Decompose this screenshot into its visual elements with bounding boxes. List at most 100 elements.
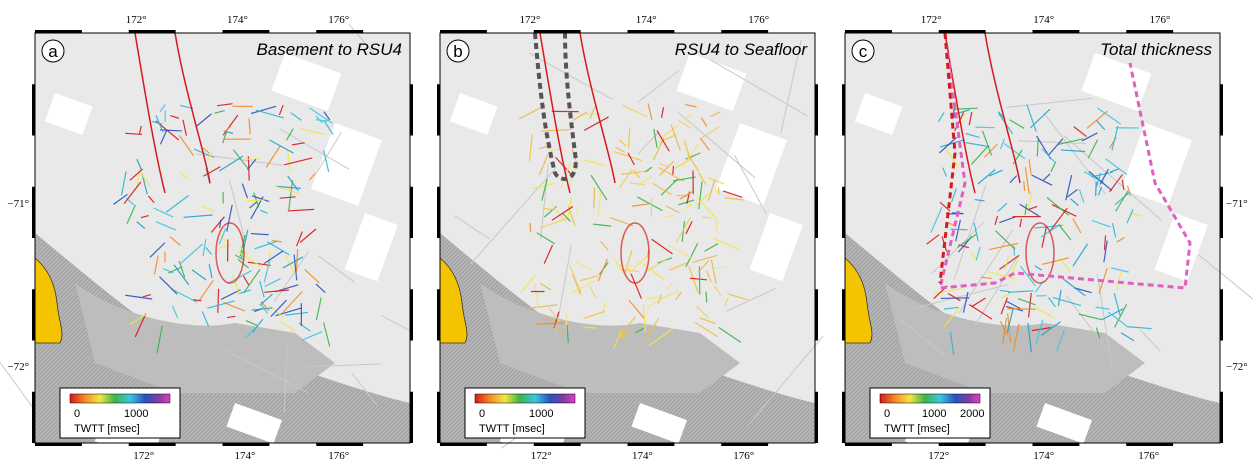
thickness-contour [583, 327, 596, 328]
colorbar: 0 1000 2000 TWTT [msec] [870, 388, 990, 438]
longitude-label: 174° [636, 14, 657, 26]
colorbar-label: TWTT [msec] [479, 423, 545, 435]
latitude-label: −71° [7, 198, 29, 210]
longitude-label: 176° [1150, 14, 1171, 26]
thickness-contour [975, 127, 994, 128]
frame-tick [815, 392, 818, 443]
frame-tick [815, 84, 818, 135]
thickness-contour [1007, 309, 1035, 310]
frame-tick [534, 443, 581, 446]
frame-tick [437, 84, 440, 135]
frame-tick [842, 84, 845, 135]
frame-tick [316, 30, 363, 33]
latitude-label: −71° [1226, 198, 1248, 210]
frame-tick [440, 443, 487, 446]
frame-tick [129, 443, 176, 446]
longitude-label: 172° [133, 450, 154, 462]
panel-letter: a [48, 42, 58, 61]
frame-tick [845, 30, 892, 33]
frame-tick [410, 392, 413, 443]
longitude-label: 174° [632, 450, 653, 462]
frame-tick [1126, 443, 1173, 446]
longitude-label: 172° [921, 14, 942, 26]
frame-tick [842, 392, 845, 443]
frame-tick [842, 289, 845, 340]
thickness-contour [530, 223, 531, 232]
frame-tick [1126, 30, 1173, 33]
thickness-contour [1096, 182, 1097, 196]
thickness-contour [594, 188, 595, 209]
frame-tick [32, 289, 35, 340]
panel-letter: c [859, 42, 868, 61]
frame-tick [223, 443, 270, 446]
colorbar-tick-label: 2000 [960, 408, 984, 420]
longitude-label: 176° [748, 14, 769, 26]
colorbar-tick-label: 0 [74, 408, 80, 420]
frame-tick [939, 30, 986, 33]
frame-tick [845, 443, 892, 446]
longitude-label: 172° [520, 14, 541, 26]
map-panel: c Total thickness 172° 174° 176° 172° 174° 176°… [842, 14, 1253, 462]
frame-tick [32, 84, 35, 135]
longitude-label: 174° [1033, 450, 1054, 462]
frame-tick [534, 30, 581, 33]
colorbar-tick-label: 0 [884, 408, 890, 420]
frame-tick [628, 30, 675, 33]
frame-tick [1033, 30, 1080, 33]
frame-tick [223, 30, 270, 33]
frame-tick [842, 187, 845, 238]
frame-tick [815, 187, 818, 238]
thickness-contour [1024, 181, 1025, 191]
colorbar-label: TWTT [msec] [74, 423, 140, 435]
thickness-contour [716, 221, 717, 230]
frame-tick [35, 30, 82, 33]
colorbar-tick-label: 1000 [529, 408, 553, 420]
frame-tick [440, 30, 487, 33]
latitude-label: −72° [7, 361, 29, 373]
longitude-label: 172° [126, 14, 147, 26]
frame-tick [628, 443, 675, 446]
longitude-label: 176° [733, 450, 754, 462]
colorbar: 0 1000 TWTT [msec] [465, 388, 585, 438]
longitude-label: 176° [1138, 450, 1159, 462]
colorbar-label: TWTT [msec] [884, 423, 950, 435]
frame-tick [1220, 84, 1223, 135]
frame-tick [437, 392, 440, 443]
frame-tick [32, 392, 35, 443]
longitude-label: 174° [235, 450, 256, 462]
frame-tick [721, 30, 768, 33]
frame-tick [1220, 187, 1223, 238]
frame-tick [1033, 443, 1080, 446]
figure: a Basement to RSU4 172° 174° 176° 172° 174° 176… [0, 0, 1253, 466]
frame-tick [316, 443, 363, 446]
frame-tick [721, 443, 768, 446]
frame-tick [410, 187, 413, 238]
thickness-contour [1014, 245, 1015, 256]
longitude-label: 176° [328, 450, 349, 462]
colorbar-ramp [70, 394, 170, 403]
colorbar-ramp [880, 394, 980, 403]
thickness-contour [706, 292, 707, 303]
frame-tick [410, 289, 413, 340]
frame-tick [129, 30, 176, 33]
colorbar-tick-label: 1000 [922, 408, 946, 420]
frame-tick [1220, 392, 1223, 443]
latitude-label: −72° [1226, 361, 1248, 373]
panel-title: Basement to RSU4 [256, 40, 402, 59]
frame-tick [35, 443, 82, 446]
longitude-label: 174° [1033, 14, 1054, 26]
frame-tick [437, 289, 440, 340]
thickness-contour [218, 289, 219, 313]
frame-tick [32, 187, 35, 238]
frame-tick [1220, 289, 1223, 340]
panel-letter: b [453, 42, 462, 61]
colorbar-tick-label: 0 [479, 408, 485, 420]
longitude-label: 176° [328, 14, 349, 26]
longitude-label: 172° [928, 450, 949, 462]
colorbar-ramp [475, 394, 575, 403]
panel-title: Total thickness [1100, 40, 1212, 59]
frame-tick [939, 443, 986, 446]
